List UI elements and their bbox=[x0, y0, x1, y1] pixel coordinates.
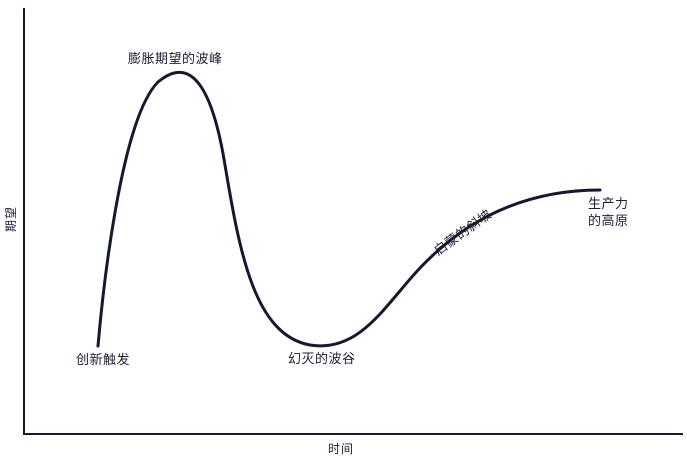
label-plateau-line1: 生产力 bbox=[588, 197, 629, 212]
label-innovation-trigger: 创新触发 bbox=[76, 353, 131, 368]
hype-curve bbox=[96, 70, 602, 348]
label-trough-of-disillusionment: 幻灭的波谷 bbox=[288, 352, 356, 367]
label-plateau-line2: 的高原 bbox=[588, 214, 629, 229]
x-axis-label: 时间 bbox=[328, 442, 355, 456]
y-axis-label: 期望 bbox=[4, 205, 18, 232]
label-peak-of-inflated-expectations: 膨胀期望的波峰 bbox=[128, 52, 223, 67]
